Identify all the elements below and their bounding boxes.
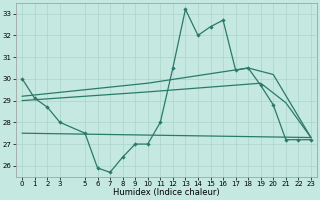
X-axis label: Humidex (Indice chaleur): Humidex (Indice chaleur) [113,188,220,197]
